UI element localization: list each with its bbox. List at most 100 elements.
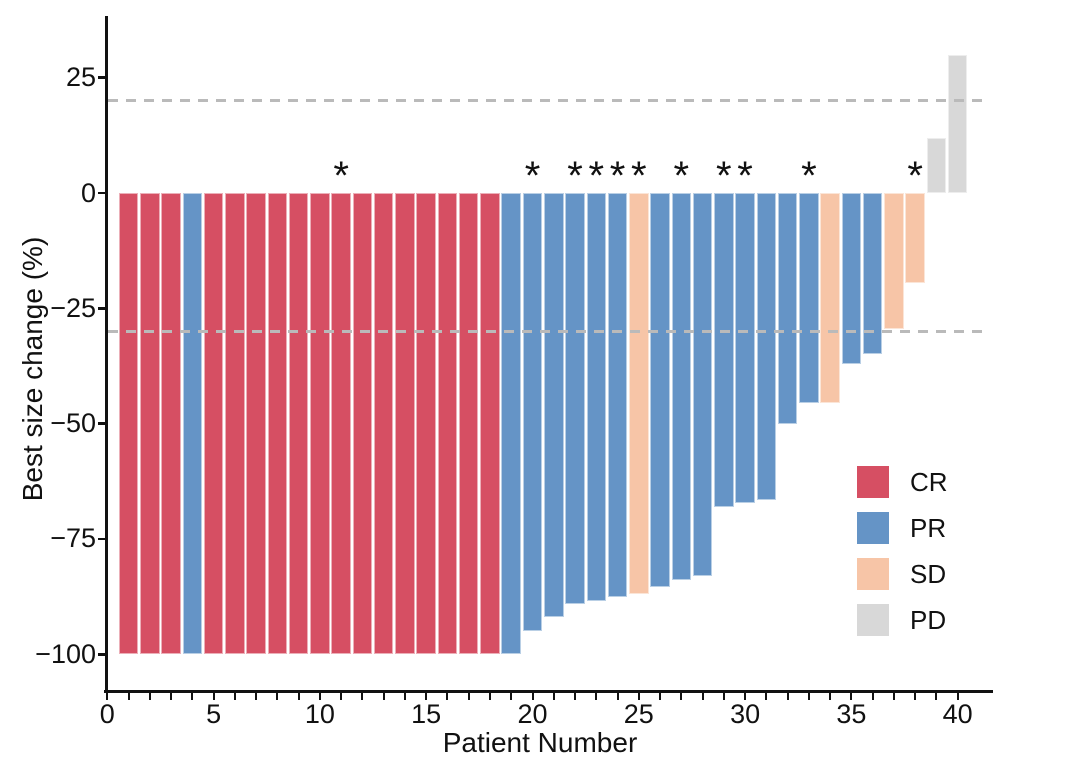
asterisk-patient-27: *	[673, 154, 690, 198]
x-axis-tick	[446, 693, 449, 700]
bar-patient-27	[671, 193, 692, 581]
x-axis-tick	[531, 693, 534, 700]
legend: CR PR SD PD	[857, 466, 948, 650]
x-axis-tick	[595, 693, 598, 700]
x-axis-tick	[552, 693, 555, 700]
bar-patient-8	[267, 193, 288, 655]
bar-patient-20	[522, 193, 543, 632]
bar-patient-32	[777, 193, 798, 424]
bar-patient-25	[629, 193, 649, 595]
asterisk-patient-25: *	[631, 154, 647, 198]
x-tick-label: 35	[836, 699, 867, 729]
x-axis-tick	[212, 693, 215, 700]
bar-patient-38	[905, 193, 925, 283]
x-tick-label: 40	[942, 699, 973, 729]
asterisk-patient-22: *	[567, 154, 583, 198]
bar-patient-17	[458, 193, 479, 655]
bar-patient-28	[692, 193, 713, 576]
y-tick-label: 0	[80, 177, 96, 208]
x-tick-label: 10	[304, 699, 335, 729]
bar-patient-33	[799, 193, 819, 403]
bar-patient-39	[926, 137, 947, 193]
reference-line--30	[107, 329, 986, 333]
x-axis-tick	[807, 693, 810, 700]
x-axis-tick	[914, 693, 917, 700]
y-axis-spine	[104, 16, 108, 693]
legend-label-pr: PR	[910, 513, 947, 543]
x-axis-tick	[127, 693, 130, 700]
bar-patient-7	[246, 193, 266, 655]
y-tick-label: −100	[35, 638, 96, 669]
x-axis-tick	[297, 693, 300, 700]
x-axis-tick	[850, 693, 853, 700]
x-axis-tick	[616, 693, 619, 700]
x-axis-tick	[637, 693, 640, 700]
bar-patient-12	[352, 193, 373, 655]
bar-patient-10	[310, 193, 330, 655]
legend-label-pd: PD	[910, 605, 947, 635]
bar-patient-6	[225, 193, 245, 655]
bar-patient-15	[416, 193, 436, 655]
bar-patient-23	[586, 193, 607, 602]
bar-patient-1	[118, 193, 139, 655]
asterisk-patient-24: *	[609, 154, 626, 198]
x-axis-tick	[170, 693, 173, 700]
bar-patient-18	[480, 193, 500, 655]
bar-patient-2	[140, 193, 160, 655]
bar-patient-30	[735, 193, 755, 504]
x-axis-tick	[786, 693, 789, 700]
x-axis-tick	[403, 693, 406, 700]
bar-patient-35	[841, 193, 862, 364]
y-axis-tick	[97, 537, 105, 541]
legend-item-pr: PR	[857, 512, 948, 544]
x-tick-label: 20	[517, 699, 548, 729]
y-tick-label: 25	[65, 62, 96, 93]
x-axis-tick	[765, 693, 768, 700]
x-axis-tick	[680, 693, 683, 700]
bar-patient-26	[650, 193, 670, 588]
y-axis-tick	[97, 191, 105, 195]
x-axis-tick	[871, 693, 874, 700]
y-tick-label: −50	[50, 408, 96, 439]
x-tick-label: 5	[206, 699, 222, 729]
x-axis-tick	[744, 693, 747, 700]
bar-patient-19	[501, 193, 521, 655]
x-axis-spine	[103, 690, 993, 693]
asterisk-patient-30: *	[737, 154, 753, 198]
legend-item-sd: SD	[857, 558, 948, 590]
bar-patient-3	[161, 193, 181, 655]
x-axis-tick	[467, 693, 470, 700]
x-axis-tick	[722, 693, 725, 700]
y-axis-title: Best size change (%)	[17, 236, 48, 502]
asterisk-patient-38: *	[907, 154, 923, 198]
x-axis-tick	[510, 693, 513, 700]
bar-patient-5	[203, 193, 224, 655]
x-axis-tick	[956, 693, 959, 700]
x-tick-label: 0	[99, 699, 115, 729]
x-tick-label: 15	[411, 699, 442, 729]
bar-patient-22	[565, 193, 585, 604]
x-axis-tick	[892, 693, 895, 700]
asterisk-patient-29: *	[716, 154, 732, 198]
x-axis-tick	[574, 693, 577, 700]
bar-patient-16	[437, 193, 458, 655]
bar-patient-9	[288, 193, 309, 655]
x-axis-tick	[340, 693, 343, 700]
x-axis-tick	[233, 693, 236, 700]
legend-label-sd: SD	[910, 559, 947, 589]
bar-patient-21	[544, 193, 564, 618]
x-tick-label: 30	[730, 699, 761, 729]
x-axis-tick	[425, 693, 428, 700]
y-axis-tick	[97, 307, 105, 310]
bar-patient-40	[947, 54, 968, 193]
asterisk-patient-11: *	[333, 154, 349, 198]
legend-label-cr: CR	[910, 467, 948, 497]
asterisk-patient-33: *	[801, 154, 817, 198]
y-axis-tick	[97, 422, 105, 425]
bar-patient-36	[862, 193, 883, 355]
bar-patient-4	[182, 193, 203, 655]
x-axis-tick	[276, 693, 279, 700]
y-tick-label: −25	[50, 292, 96, 323]
bar-patient-34	[820, 193, 840, 403]
bar-patient-31	[756, 193, 777, 500]
